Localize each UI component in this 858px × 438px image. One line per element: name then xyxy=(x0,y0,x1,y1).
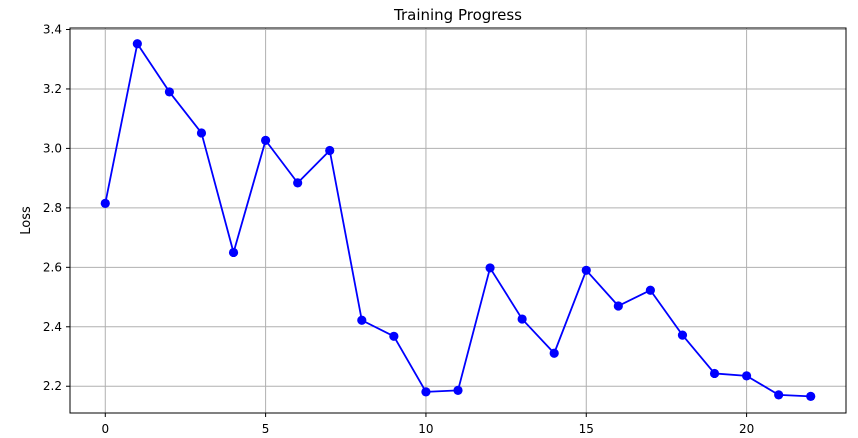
data-point xyxy=(100,198,110,209)
y-tick-label: 3.2 xyxy=(43,82,62,96)
data-point xyxy=(677,330,688,340)
series-line xyxy=(104,42,811,398)
y-tick-label: 3.0 xyxy=(43,141,62,155)
data-point xyxy=(806,391,816,401)
grid xyxy=(70,28,846,413)
data-point xyxy=(325,145,335,156)
data-point xyxy=(164,87,175,97)
data-point xyxy=(549,348,559,358)
data-point xyxy=(485,263,495,273)
data-point xyxy=(453,385,463,396)
data-point xyxy=(774,390,784,400)
x-tick-label: 15 xyxy=(579,422,594,436)
y-tick-label: 2.4 xyxy=(43,320,62,334)
data-point xyxy=(741,371,752,381)
y-tick-label: 2.6 xyxy=(43,260,62,274)
data-point xyxy=(389,331,399,341)
plot-frame xyxy=(69,27,847,414)
data-point xyxy=(196,128,207,138)
data-point xyxy=(709,368,720,379)
x-tick-label: 20 xyxy=(739,422,754,436)
chart-title: Training Progress xyxy=(393,6,522,24)
data-point xyxy=(421,387,431,397)
data-point xyxy=(357,315,367,325)
y-tick-label: 3.4 xyxy=(43,22,62,36)
data-point xyxy=(228,247,239,258)
y-tick-label: 2.2 xyxy=(43,379,62,393)
x-tick-label: 0 xyxy=(101,422,109,436)
data-point xyxy=(132,39,142,49)
data-point xyxy=(613,301,623,311)
data-point xyxy=(581,265,591,275)
data-point xyxy=(261,135,271,145)
x-tick-label: 5 xyxy=(262,422,270,436)
ticks: 0 5 10 15 20 2.2 2.4 2.6 2.8 3.0 3.2 3.4 xyxy=(43,22,754,436)
series-layer xyxy=(100,39,816,401)
data-point xyxy=(293,178,303,188)
x-tick-label: 10 xyxy=(418,422,433,436)
data-point xyxy=(645,285,655,295)
y-tick-label: 2.8 xyxy=(43,201,62,215)
y-axis-label: Loss xyxy=(19,206,34,235)
data-point xyxy=(517,314,527,324)
